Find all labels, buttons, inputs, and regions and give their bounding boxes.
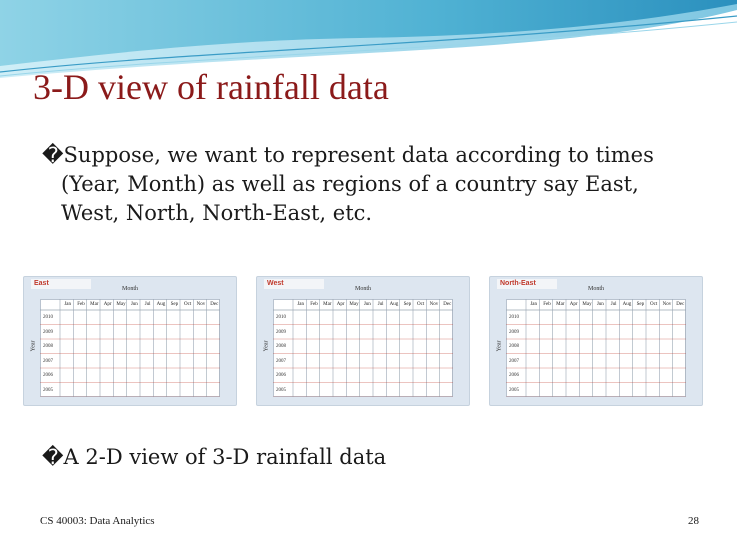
rainfall-grid: Jan Feb Mar Apr May Jun Jul Aug Sep Oct Nov Dec 2010… — [273, 299, 453, 397]
rainfall-grid: Jan Feb Mar Apr May Jun Jul Aug Sep Oct Nov Dec 2010… — [506, 299, 686, 397]
panel-west-table: West Month Year Jan Feb Mar Apr May Jun Jul Aug Sep… — [256, 276, 470, 406]
month-header: Apr — [336, 302, 345, 307]
month-header: Jun — [130, 302, 138, 307]
bullet-line: Suppose, we want to represent data accor… — [63, 143, 654, 167]
panel-north-east-table: North-East Month Year Jan Feb Mar Apr May Jun Jul… — [489, 276, 703, 406]
month-header: Apr — [103, 302, 112, 307]
year-row-label: 2007 — [43, 358, 53, 364]
year-row-label: 2009 — [43, 329, 53, 335]
month-header: Sep — [636, 302, 645, 307]
bullet-point-1: �Suppose, we want to represent data acco… — [42, 141, 722, 228]
panel-east-table: East Month Year Jan Feb Mar Apr May Jun Jul Aug Sep… — [23, 276, 237, 406]
month-header: Mar — [90, 302, 99, 307]
year-row-label: 2010 — [276, 315, 286, 321]
table-month-label: Month — [588, 286, 605, 292]
month-header: Jun — [363, 302, 371, 307]
month-header: Oct — [650, 302, 658, 307]
year-row-label: 2005 — [276, 387, 286, 393]
slide-title: 3-D view of rainfall data — [33, 67, 389, 107]
month-header: May — [116, 302, 126, 307]
table-region-title: West — [264, 279, 324, 289]
month-header: Aug — [156, 302, 166, 307]
year-row-label: 2006 — [509, 373, 519, 379]
bullet-glyph-icon: � — [42, 143, 64, 167]
table-month-label: Month — [355, 286, 372, 292]
year-row-label: 2005 — [43, 387, 53, 393]
year-row-label: 2006 — [43, 373, 53, 379]
month-header: Jul — [377, 302, 384, 307]
month-header: Nov — [429, 302, 439, 307]
month-header: Feb — [77, 302, 85, 307]
month-header: Apr — [569, 302, 578, 307]
month-header: Feb — [310, 302, 318, 307]
header-swoosh-decoration — [0, 0, 737, 78]
year-row-label: 2008 — [276, 344, 286, 350]
bullet-line: A 2-D view of 3-D rainfall data — [63, 445, 387, 469]
bullet-line: West, North, North-East, etc. — [61, 201, 373, 225]
month-header: Oct — [417, 302, 425, 307]
footer-page-number: 28 — [688, 515, 699, 527]
month-header: Aug — [389, 302, 399, 307]
table-region-title: East — [31, 279, 91, 289]
year-row-label: 2005 — [509, 387, 519, 393]
grid-lines — [506, 299, 686, 397]
month-header: Dec — [443, 302, 452, 307]
month-header: Mar — [556, 302, 565, 307]
grid-lines — [40, 299, 220, 397]
year-row-label: 2009 — [276, 329, 286, 335]
year-row-label: 2006 — [276, 373, 286, 379]
year-row-label: 2008 — [509, 344, 519, 350]
bullet-glyph-icon: � — [42, 445, 64, 469]
bullet-point-2: �A 2-D view of 3-D rainfall data — [42, 443, 642, 472]
grid-lines — [273, 299, 453, 397]
table-month-label: Month — [122, 286, 139, 292]
table-year-label: Year — [263, 340, 270, 352]
month-header: Oct — [184, 302, 192, 307]
month-header: Jul — [144, 302, 151, 307]
month-header: Aug — [622, 302, 632, 307]
month-header: Mar — [323, 302, 332, 307]
month-header: Sep — [170, 302, 179, 307]
month-header: Sep — [403, 302, 412, 307]
month-header: May — [582, 302, 592, 307]
year-row-label: 2007 — [276, 358, 286, 364]
month-header: Jun — [596, 302, 604, 307]
month-header: Feb — [543, 302, 551, 307]
month-header: Dec — [676, 302, 685, 307]
footer-course: CS 40003: Data Analytics — [40, 515, 155, 527]
rainfall-grid: Jan Feb Mar Apr May Jun Jul Aug Sep Oct Nov Dec 2010… — [40, 299, 220, 397]
table-year-label: Year — [496, 340, 503, 352]
month-header: Dec — [210, 302, 219, 307]
month-header: Jan — [297, 302, 304, 307]
month-header: Jul — [610, 302, 617, 307]
table-year-label: Year — [30, 340, 37, 352]
bullet-line: (Year, Month) as well as regions of a co… — [61, 172, 639, 196]
month-header: Nov — [662, 302, 672, 307]
month-header: Jan — [64, 302, 71, 307]
year-row-label: 2007 — [509, 358, 519, 364]
month-header: Nov — [196, 302, 206, 307]
table-region-title: North-East — [497, 279, 557, 289]
year-row-label: 2008 — [43, 344, 53, 350]
year-row-label: 2009 — [509, 329, 519, 335]
month-header: May — [349, 302, 359, 307]
year-row-label: 2010 — [509, 315, 519, 321]
month-header: Jan — [530, 302, 537, 307]
year-row-label: 2010 — [43, 315, 53, 321]
